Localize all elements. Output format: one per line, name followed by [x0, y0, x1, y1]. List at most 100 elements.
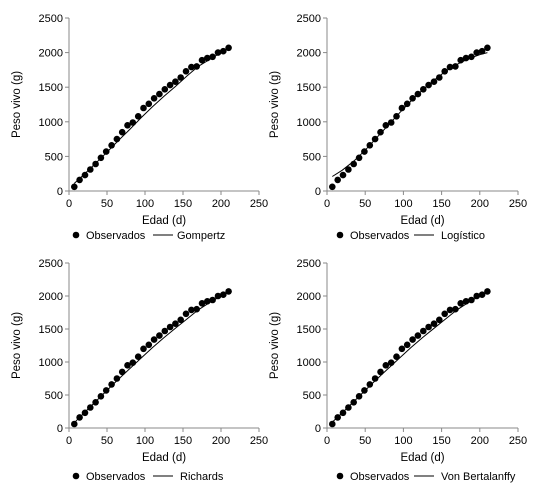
legend-marker-observados	[72, 231, 80, 239]
x-tick-label: 0	[66, 198, 72, 210]
data-point	[329, 420, 336, 428]
data-point	[382, 122, 390, 129]
data-point	[371, 135, 379, 143]
y-axis-title: Peso vivo (g)	[11, 312, 23, 379]
y-tick-label: 0	[315, 423, 321, 435]
y-tick-label: 500	[45, 390, 63, 402]
data-point	[441, 68, 449, 75]
data-point	[198, 56, 206, 64]
data-point	[118, 128, 126, 136]
legend: Observados Richards	[72, 471, 224, 483]
data-point	[108, 381, 115, 388]
data-point	[403, 100, 411, 108]
data-point	[414, 90, 422, 98]
data-point	[156, 332, 163, 339]
y-tick-label: 2500	[39, 258, 63, 270]
x-tick-label: 250	[509, 198, 527, 210]
data-point	[177, 316, 184, 324]
x-tick-label: 0	[324, 435, 330, 447]
data-point	[414, 332, 422, 339]
y-tick-label: 2500	[297, 258, 321, 270]
data-point	[76, 414, 83, 421]
data-point	[409, 336, 416, 343]
data-point	[102, 387, 110, 394]
data-point	[355, 393, 363, 400]
y-tick-label: 1500	[297, 82, 321, 94]
x-tick-label: 50	[101, 198, 113, 210]
data-point	[87, 166, 94, 173]
data-point	[92, 160, 99, 168]
data-point	[113, 135, 121, 143]
data-point	[430, 78, 438, 85]
data-point	[425, 323, 432, 331]
data-point	[204, 54, 211, 62]
data-point	[108, 142, 115, 149]
x-tick-label: 150	[174, 435, 192, 447]
data-point	[124, 122, 131, 129]
data-point	[225, 288, 232, 295]
data-point	[345, 404, 352, 411]
data-point	[209, 296, 216, 304]
data-point	[124, 362, 131, 369]
data-point	[71, 420, 78, 428]
data-point	[102, 148, 110, 155]
data-point	[409, 95, 416, 102]
chart-panel-2: 0 500 1000 1500 2000 2500 0 50 100 150 200 250 Edad …	[269, 13, 527, 242]
data-point	[441, 310, 449, 318]
x-tick-label: 50	[359, 198, 371, 210]
legend-label-model: Gompertz	[177, 230, 225, 242]
data-point	[166, 323, 174, 331]
data-point	[478, 47, 486, 55]
y-tick-label: 1000	[39, 117, 63, 129]
data-point	[161, 327, 169, 335]
y-tick-label: 500	[45, 151, 63, 163]
data-point	[457, 300, 465, 307]
x-tick-label: 150	[432, 435, 450, 447]
x-tick-label: 0	[66, 435, 72, 447]
data-point	[403, 341, 411, 349]
data-point	[214, 49, 222, 56]
x-tick-label: 100	[136, 435, 154, 447]
data-point	[87, 404, 94, 411]
data-point	[452, 63, 459, 70]
data-point	[446, 306, 454, 314]
data-point	[76, 176, 83, 184]
y-tick-label: 1500	[39, 82, 63, 94]
y-tick-label: 0	[315, 186, 321, 198]
data-point	[172, 320, 179, 328]
legend: Observados Logístico	[336, 230, 485, 242]
x-tick-label: 100	[394, 198, 412, 210]
y-tick-label: 0	[57, 186, 63, 198]
data-point	[382, 362, 390, 369]
legend-label-model: Richards	[180, 471, 224, 483]
data-point	[339, 171, 347, 179]
y-tick-label: 1500	[39, 324, 63, 336]
data-point	[462, 298, 470, 305]
y-tick-label: 2000	[297, 48, 321, 60]
data-point	[182, 68, 190, 75]
data-point	[182, 310, 190, 318]
data-point	[425, 81, 432, 89]
data-point	[81, 171, 89, 179]
x-tick-label: 50	[359, 435, 371, 447]
data-point	[398, 104, 406, 112]
y-tick-label: 0	[57, 423, 63, 435]
data-point	[484, 44, 491, 52]
legend-label-observados: Observados	[350, 230, 410, 242]
data-point	[156, 90, 163, 98]
data-point	[188, 306, 195, 314]
x-tick-label: 200	[471, 198, 489, 210]
y-axis-title: Peso vivo (g)	[269, 71, 281, 138]
x-tick-label: 200	[212, 435, 230, 447]
chart-panel-1: 0 500 1000 1500 2000 2500 0 50 100 150 200 250 Edad …	[11, 13, 268, 242]
data-point	[452, 305, 459, 313]
data-point	[145, 100, 153, 108]
y-tick-label: 1500	[297, 324, 321, 336]
data-point	[161, 86, 169, 93]
data-point	[225, 44, 232, 52]
data-point	[387, 119, 395, 126]
legend-label-observados: Observados	[86, 471, 146, 483]
chart-panel-3: 0 500 1000 1500 2000 2500 0 50 100 150 200 250 Edad …	[11, 258, 268, 483]
data-point	[355, 154, 363, 162]
y-tick-label: 2000	[39, 48, 63, 60]
